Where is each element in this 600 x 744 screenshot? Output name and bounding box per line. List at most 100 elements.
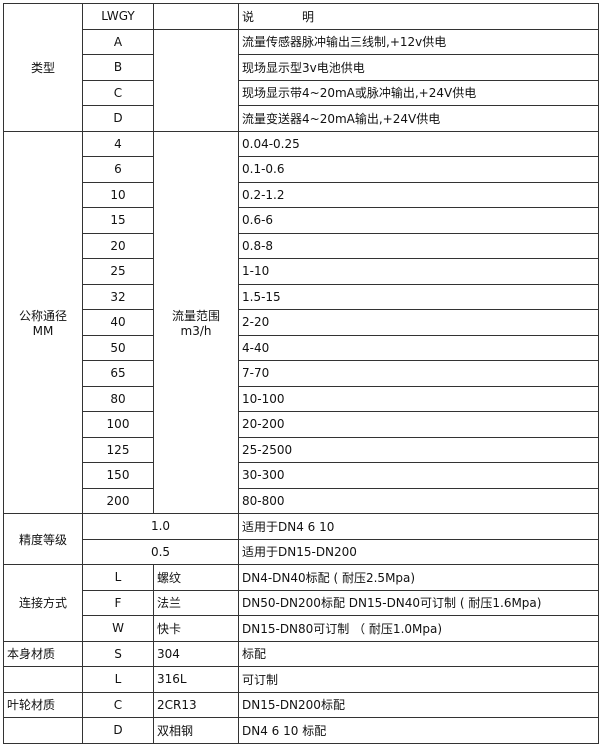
table-row: D 流量变送器4~20mA输出,+24V供电: [4, 105, 599, 132]
empty-cell: [153, 28, 239, 132]
type-desc: 现场显示带4~20mA或脉冲输出,+24V供电: [238, 79, 599, 106]
flow-range: 20-200: [238, 411, 599, 438]
table-row: 150 30-300: [4, 462, 599, 489]
dn-value: 10: [82, 181, 154, 208]
table-row: L 316L 可订制: [3, 666, 599, 693]
type-label: 类型: [3, 3, 83, 132]
empty-cell: [3, 717, 83, 744]
flow-range: 10-100: [238, 385, 599, 412]
type-desc: 流量传感器脉冲输出三线制,+12v供电: [238, 28, 599, 55]
accuracy-desc: 适用于DN4 6 10: [238, 513, 599, 540]
type-code: C: [82, 79, 154, 106]
table-row: A 流量传感器脉冲输出三线制,+12v供电: [4, 28, 599, 132]
table-row: C 现场显示带4~20mA或脉冲输出,+24V供电: [4, 79, 599, 106]
diameter-label-line1: 公称通径: [18, 308, 67, 323]
flow-range: 30-300: [238, 462, 599, 489]
impeller-material-label: 叶轮材质: [3, 691, 83, 718]
body-material-label: 本身材质: [3, 640, 83, 667]
flow-range-label-line2: m3/h: [180, 323, 212, 338]
table-row: 200 80-800: [4, 487, 599, 514]
table-row: B 现场显示型3v电池供电: [4, 54, 599, 81]
table-row: 本身材质 S 304 标配: [3, 640, 599, 667]
flow-range: 4-40: [238, 334, 599, 361]
description-header: 说 明: [238, 3, 599, 30]
dn-value: 80: [82, 385, 154, 412]
diameter-label-line2: MM: [32, 323, 54, 338]
connection-code: L: [82, 564, 154, 591]
table-row: W 快卡 DN15-DN80可订制 （ 耐压1.0Mpa): [4, 615, 599, 642]
table-row: 100 20-200: [4, 411, 599, 438]
table-row: 65 7-70: [4, 360, 599, 387]
type-desc: 现场显示型3v电池供电: [238, 54, 599, 81]
table-row: 25 1-10: [4, 258, 599, 285]
dn-value: 40: [82, 309, 154, 336]
flow-range: 0.1-0.6: [238, 156, 599, 183]
flow-range: 0.04-0.25: [238, 130, 599, 157]
table-row: 0.5 适用于DN15-DN200: [4, 538, 599, 565]
model-code-header: LWGY: [82, 3, 154, 30]
flow-range: 0.6-6: [238, 207, 599, 234]
flow-range: 2-20: [238, 309, 599, 336]
connection-desc: DN4-DN40标配 ( 耐压2.5Mpa): [238, 564, 599, 591]
model-selection-table: 类型 LWGY 说 明 A 流量传感器脉冲输出三线制,+12v供电 B 现场显示…: [3, 3, 599, 744]
flow-range: 80-800: [238, 487, 599, 514]
table-row: 10 0.2-1.2: [4, 181, 599, 208]
material-code: C: [82, 691, 154, 718]
dn-value: 25: [82, 258, 154, 285]
dn-value: 6: [82, 156, 154, 183]
dn-value: 15: [82, 207, 154, 234]
material-code: L: [82, 666, 154, 693]
material-desc: 可订制: [238, 666, 599, 693]
table-row: 15 0.6-6: [4, 207, 599, 234]
dn-value: 65: [82, 360, 154, 387]
connection-code: W: [82, 615, 154, 642]
connection-name: 法兰: [153, 589, 239, 616]
type-code: A: [82, 28, 154, 55]
empty-cell: [3, 666, 83, 693]
material-code: S: [82, 640, 154, 667]
table-row: 32 1.5-15: [4, 283, 599, 310]
material-name: 304: [153, 640, 239, 667]
diameter-label: 公称通径 MM: [3, 130, 83, 514]
header-row: 类型 LWGY 说 明: [3, 3, 599, 132]
accuracy-label: 精度等级: [3, 513, 83, 565]
type-desc: 流量变送器4~20mA输出,+24V供电: [238, 105, 599, 132]
material-code: D: [82, 717, 154, 744]
table-row: D 双相钢 DN4 6 10 标配: [3, 717, 599, 744]
dn-value: 4: [82, 130, 154, 157]
table-row: 精度等级 1.0 适用于DN4 6 10: [3, 513, 599, 565]
table-row: 连接方式 L 螺纹 DN4-DN40标配 ( 耐压2.5Mpa): [3, 564, 599, 642]
material-desc: DN4 6 10 标配: [238, 717, 599, 744]
material-desc: 标配: [238, 640, 599, 667]
connection-label: 连接方式: [3, 564, 83, 642]
flow-range: 25-2500: [238, 436, 599, 463]
connection-code: F: [82, 589, 154, 616]
table-row: 125 25-2500: [4, 436, 599, 463]
table-row: 40 2-20: [4, 309, 599, 336]
flow-range-label-line1: 流量范围: [171, 308, 220, 323]
connection-desc: DN15-DN80可订制 （ 耐压1.0Mpa): [238, 615, 599, 642]
flow-range: 0.2-1.2: [238, 181, 599, 208]
empty-cell: [153, 3, 239, 30]
dn-value: 20: [82, 232, 154, 259]
dn-value: 125: [82, 436, 154, 463]
table-row: 20 0.8-8: [4, 232, 599, 259]
table-row: 50 4-40: [4, 334, 599, 361]
table-row: 叶轮材质 C 2CR13 DN15-DN200标配: [3, 691, 599, 718]
material-name: 双相钢: [153, 717, 239, 744]
flow-range: 0.8-8: [238, 232, 599, 259]
dn-value: 32: [82, 283, 154, 310]
material-name: 316L: [153, 666, 239, 693]
table-row: 6 0.1-0.6: [4, 156, 599, 183]
dn-value: 50: [82, 334, 154, 361]
connection-name: 螺纹: [153, 564, 239, 591]
accuracy-grade: 1.0: [82, 513, 239, 540]
accuracy-grade: 0.5: [82, 538, 239, 565]
material-desc: DN15-DN200标配: [238, 691, 599, 718]
connection-desc: DN50-DN200标配 DN15-DN40可订制 ( 耐压1.6Mpa): [238, 589, 599, 616]
flow-range: 1-10: [238, 258, 599, 285]
flow-range: 7-70: [238, 360, 599, 387]
dn-value: 100: [82, 411, 154, 438]
dn-value: 200: [82, 487, 154, 514]
material-name: 2CR13: [153, 691, 239, 718]
